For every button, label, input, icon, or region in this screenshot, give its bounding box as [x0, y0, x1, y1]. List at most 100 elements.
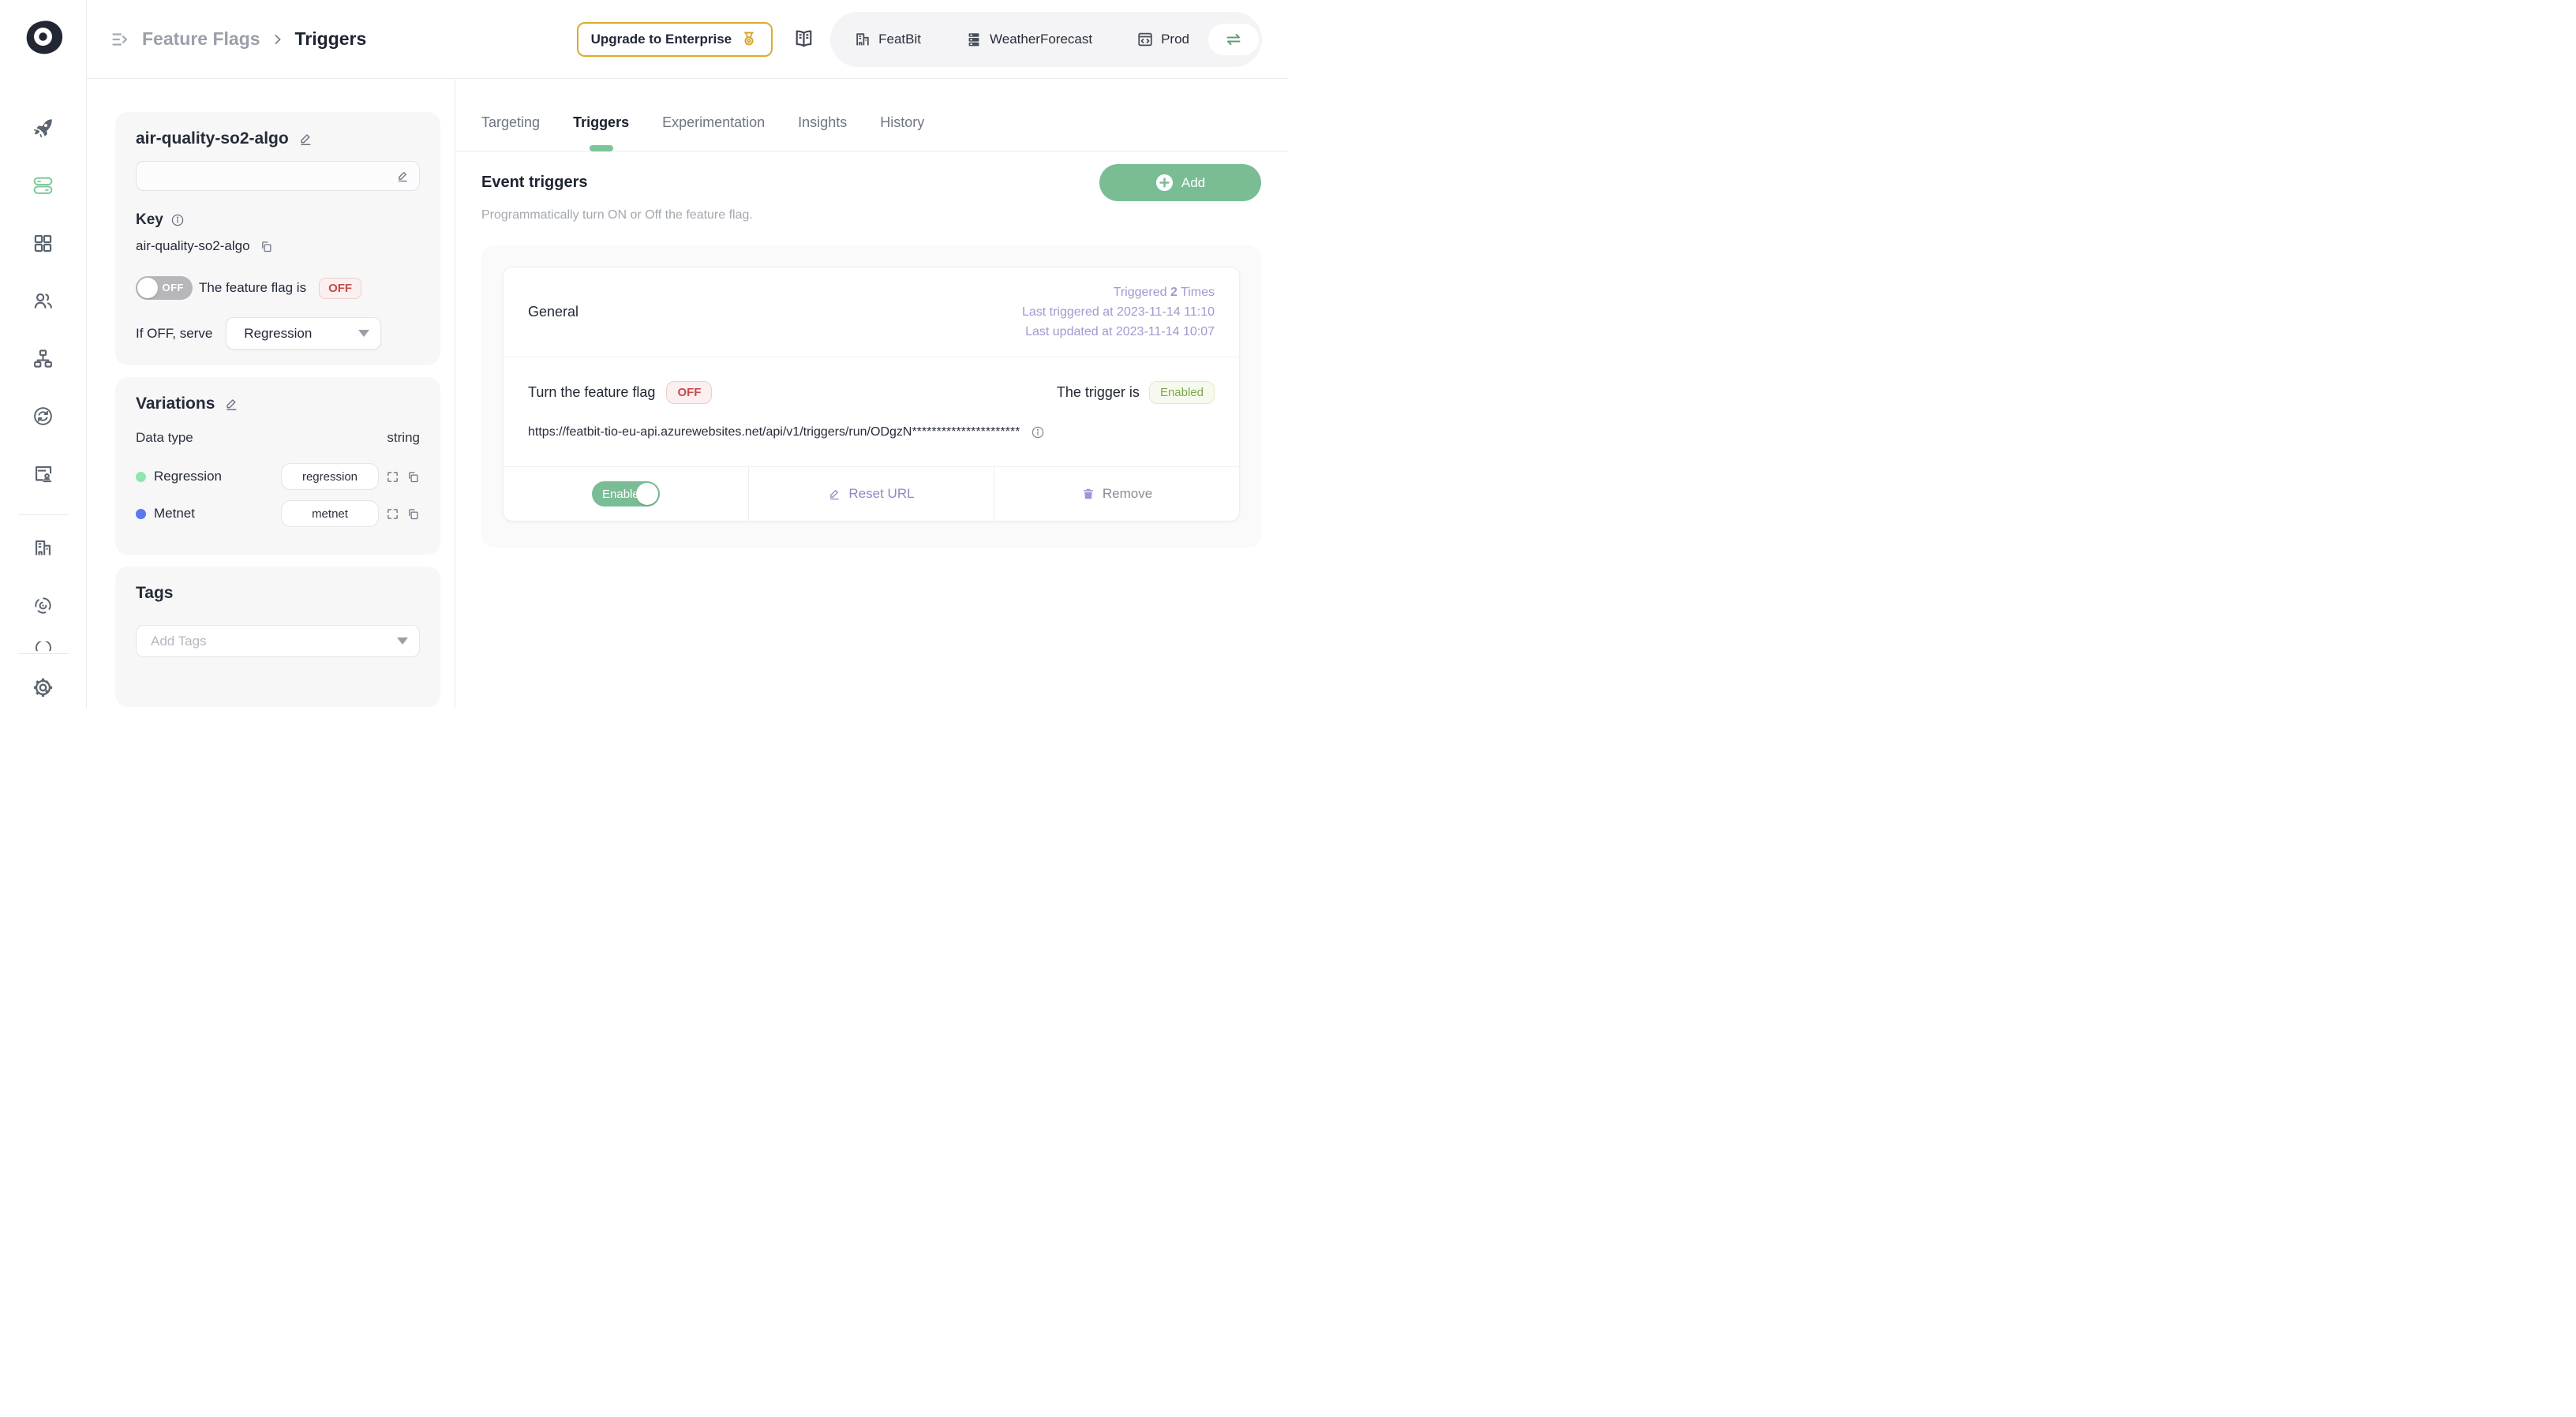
- trash-icon: [1083, 488, 1093, 499]
- sidebar-divider: [17, 514, 69, 515]
- environment-selector[interactable]: Prod: [1136, 31, 1189, 48]
- add-tags-input[interactable]: [151, 633, 397, 649]
- edit-description-icon[interactable]: [396, 170, 410, 183]
- flag-tabs: Targeting Triggers Experimentation Insig…: [455, 79, 1288, 151]
- reset-url-label: Reset URL: [848, 486, 915, 501]
- key-info-icon[interactable]: [170, 213, 185, 227]
- copy-value-icon[interactable]: [406, 470, 420, 484]
- tags-select[interactable]: [136, 625, 420, 657]
- upgrade-enterprise-label: Upgrade to Enterprise: [590, 31, 732, 47]
- copy-key-icon[interactable]: [260, 240, 273, 253]
- reset-url-pencil-icon: [830, 489, 840, 499]
- organization-icon[interactable]: [32, 537, 54, 559]
- trigger-action-text: Turn the feature flag: [528, 384, 656, 400]
- trigger-enabled-badge: Enabled: [1148, 381, 1215, 404]
- tab-triggers-label: Triggers: [573, 114, 630, 130]
- org-selector[interactable]: FeatBit: [854, 31, 921, 48]
- add-trigger-button[interactable]: Add: [1099, 164, 1261, 201]
- environment-name: Prod: [1161, 31, 1189, 47]
- variation-color-dot: [136, 471, 146, 482]
- variation-value-input[interactable]: regression: [281, 463, 379, 490]
- triggered-times: Triggered 2 Times: [1022, 282, 1215, 302]
- tab-experimentation[interactable]: Experimentation: [662, 114, 766, 130]
- main-content: Targeting Triggers Experimentation Insig…: [455, 79, 1288, 708]
- switch-environment-button[interactable]: [1208, 23, 1259, 55]
- segments-grid-icon[interactable]: [32, 233, 54, 254]
- edit-variations-icon[interactable]: [224, 397, 239, 412]
- trigger-meta: Triggered 2 Times Last triggered at 2023…: [1022, 282, 1215, 342]
- project-selector[interactable]: WeatherForecast: [965, 31, 1092, 48]
- last-triggered-at: Last triggered at 2023-11-14 11:10: [1021, 305, 1215, 319]
- tab-targeting[interactable]: Targeting: [481, 114, 541, 130]
- app-window: Feature Flags Triggers Upgrade to Enterp…: [0, 0, 1288, 708]
- flag-description-input[interactable]: [136, 161, 420, 191]
- org-name: FeatBit: [878, 31, 921, 47]
- breadcrumb-current: Triggers: [294, 28, 367, 49]
- collapse-menu-icon[interactable]: [110, 30, 129, 49]
- tags-caret-icon: [397, 637, 408, 645]
- project-name: WeatherForecast: [990, 31, 1093, 47]
- workspace-switcher: FeatBit WeatherForecast Prod: [830, 11, 1262, 67]
- get-started-rocket-icon[interactable]: [32, 118, 54, 139]
- project-stack-icon: [968, 32, 979, 46]
- flag-status-toggle[interactable]: OFF: [136, 276, 193, 300]
- add-button-label: Add: [1181, 174, 1206, 190]
- upgrade-enterprise-button[interactable]: Upgrade to Enterprise: [576, 21, 773, 57]
- tab-history[interactable]: History: [880, 114, 925, 130]
- edit-flag-name-icon[interactable]: [298, 132, 313, 147]
- flag-off-badge: OFF: [319, 277, 362, 299]
- trigger-action-off-badge: OFF: [666, 381, 713, 404]
- sitemap-icon[interactable]: [32, 348, 54, 369]
- sidebar-divider-bottom: [17, 653, 69, 654]
- remove-label: Remove: [1102, 486, 1153, 501]
- triggered-prefix: Triggered: [1113, 286, 1170, 299]
- variation-row: Metnet metnet: [136, 500, 420, 527]
- enable-toggle-cell: Enable: [504, 467, 748, 521]
- swap-arrows-icon: [1226, 33, 1241, 45]
- trigger-state-text: The trigger is: [1056, 384, 1140, 400]
- main-column: Feature Flags Triggers Upgrade to Enterp…: [87, 0, 1288, 708]
- trigger-name: General: [528, 304, 579, 320]
- sync-circle-icon[interactable]: [32, 406, 54, 427]
- variation-value-input[interactable]: metnet: [281, 500, 379, 527]
- off-variation-select[interactable]: Regression: [226, 317, 382, 350]
- url-info-icon[interactable]: [1031, 425, 1045, 439]
- audit-log-icon[interactable]: [32, 463, 54, 484]
- trigger-list-container: General Triggered 2 Times Last triggered…: [481, 245, 1261, 548]
- tags-title: Tags: [136, 584, 174, 602]
- variations-title: Variations: [136, 394, 215, 413]
- remove-trigger-button[interactable]: Remove: [994, 467, 1239, 521]
- variation-name: Regression: [154, 469, 222, 484]
- environment-code-icon: [1138, 32, 1152, 46]
- org-building-icon: [856, 32, 869, 45]
- expand-value-icon[interactable]: [386, 470, 399, 484]
- docs-book-icon[interactable]: [793, 28, 814, 50]
- key-label: Key: [136, 211, 163, 228]
- copy-value-icon[interactable]: [406, 507, 420, 521]
- featbit-logo-icon[interactable]: [22, 19, 65, 65]
- iam-radar-icon[interactable]: [32, 595, 54, 616]
- breadcrumb-parent[interactable]: Feature Flags: [142, 28, 260, 49]
- flag-name: air-quality-so2-algo: [136, 129, 289, 148]
- clipped-nav-icon[interactable]: [32, 641, 54, 651]
- settings-gear-icon[interactable]: [32, 676, 54, 699]
- trigger-enable-toggle[interactable]: Enable: [592, 481, 660, 507]
- triggered-count: 2: [1170, 286, 1178, 299]
- off-variation-value: Regression: [244, 325, 313, 341]
- medal-icon: [744, 32, 754, 45]
- enable-toggle-knob: [636, 483, 658, 505]
- tab-triggers[interactable]: Triggers: [573, 114, 630, 151]
- trigger-url: https://featbit-tio-eu-api.azurewebsites…: [528, 425, 1020, 439]
- feature-flags-icon[interactable]: [32, 175, 54, 196]
- select-caret-icon: [358, 330, 370, 337]
- flag-status-text: The feature flag is: [199, 280, 307, 295]
- reset-url-button[interactable]: Reset URL: [748, 467, 994, 521]
- enable-toggle-label: Enable: [602, 488, 639, 501]
- expand-value-icon[interactable]: [386, 507, 399, 521]
- users-icon[interactable]: [32, 290, 54, 312]
- sidebar-rail: [0, 0, 87, 708]
- data-type-label: Data type: [136, 430, 193, 445]
- breadcrumb-chevron-icon: [275, 34, 281, 44]
- tab-insights[interactable]: Insights: [798, 114, 848, 130]
- top-bar: Feature Flags Triggers Upgrade to Enterp…: [87, 0, 1288, 79]
